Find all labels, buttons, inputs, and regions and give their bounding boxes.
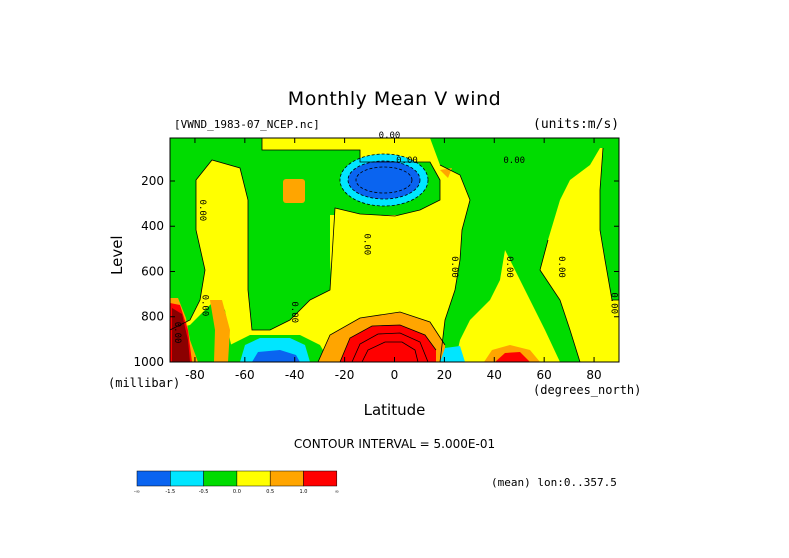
field-negative-surface-east <box>440 346 465 362</box>
x-tick-label: -40 <box>285 368 305 382</box>
field-positive-antarctic-core <box>172 308 190 362</box>
colorbar-swatch <box>203 470 238 487</box>
x-tick-label: 20 <box>437 368 452 382</box>
colorbar-label: -1.5 <box>165 489 175 495</box>
contour-label: 0.00 <box>556 256 566 278</box>
x-tick-label: 60 <box>537 368 552 382</box>
contour-label: 0.00 <box>504 256 514 278</box>
contour-label: 0.00 <box>449 256 459 278</box>
colorbar-label: -0.5 <box>199 489 209 495</box>
y-tick-label: 400 <box>141 219 164 233</box>
colorbar-label: 1.0 <box>300 489 308 495</box>
colorbar-swatch <box>269 470 304 487</box>
colorbar-swatch <box>136 470 171 487</box>
field-negative-far-east <box>600 148 619 300</box>
plot-area <box>170 138 619 362</box>
y-axis-ticks: 200 400 600 800 1000 <box>133 174 619 369</box>
contour-label: 0.00 <box>172 322 182 344</box>
field-positive-east-core <box>495 352 530 362</box>
y-tick-label: 800 <box>141 310 164 324</box>
x-tick-label: -80 <box>185 368 205 382</box>
y-axis-unit: (millibar) <box>108 376 181 390</box>
contour-label: 0.00 <box>503 156 525 166</box>
contour-label: 0.00 <box>609 292 619 314</box>
mean-note: (mean) lon:0..357.5 <box>491 476 617 489</box>
contour-label: 0.00 <box>289 301 299 323</box>
contour-labels: 0.00 0.00 0.00 0.00 0.00 0.00 0.00 0.00 0.00 0.00… <box>172 131 619 343</box>
y-tick-label: 200 <box>141 174 164 188</box>
field-negative-east <box>430 138 619 362</box>
contour-label: 0.00 <box>396 156 418 166</box>
field-positive-max <box>340 325 436 362</box>
colorbar-label: ∞ <box>335 489 339 495</box>
chart-title: Monthly Mean V wind <box>287 88 502 110</box>
y-tick-label: 600 <box>141 264 164 278</box>
field-negative-strong <box>348 161 420 199</box>
contour-label: 0.00 <box>197 200 207 222</box>
field-positive-spot <box>440 168 452 178</box>
colorbar-label: 0.5 <box>266 489 274 495</box>
x-tick-label: 80 <box>586 368 601 382</box>
field-positive-south-orange <box>210 300 230 362</box>
field-positive-mid <box>330 215 434 300</box>
colorbar-swatch <box>170 470 204 487</box>
x-tick-label: 40 <box>487 368 502 382</box>
contour-label: 0.00 <box>362 233 372 255</box>
y-tick-label: 1000 <box>133 355 164 369</box>
x-axis-label: Latitude <box>363 401 426 419</box>
contour-interval-label: CONTOUR INTERVAL = 5.000E-01 <box>293 437 496 451</box>
colorbar-label: -∞ <box>134 489 140 495</box>
colorbar-swatch <box>236 470 271 487</box>
x-axis-unit: (degrees_north) <box>533 383 642 397</box>
x-tick-label: -60 <box>235 368 255 382</box>
x-tick-label: -20 <box>335 368 355 382</box>
colorbar-swatch <box>303 470 338 487</box>
field-positive-upper <box>283 179 305 203</box>
field-negative-surface-sw-core <box>252 350 300 362</box>
x-tick-label: 0 <box>391 368 399 382</box>
units-label: (units:m/s) <box>533 117 620 132</box>
dataset-label: [VWND_1983-07_NCEP.nc] <box>174 118 320 131</box>
contour-label: 0.00 <box>199 295 209 317</box>
colorbar-label: 0.0 <box>233 489 241 495</box>
contour-label: 0.00 <box>379 131 401 141</box>
colorbar: -∞ -1.5 -0.5 0.0 0.5 1.0 ∞ <box>134 470 339 495</box>
x-axis-ticks: -80 -60 -40 -20 0 20 40 60 80 <box>185 138 602 382</box>
